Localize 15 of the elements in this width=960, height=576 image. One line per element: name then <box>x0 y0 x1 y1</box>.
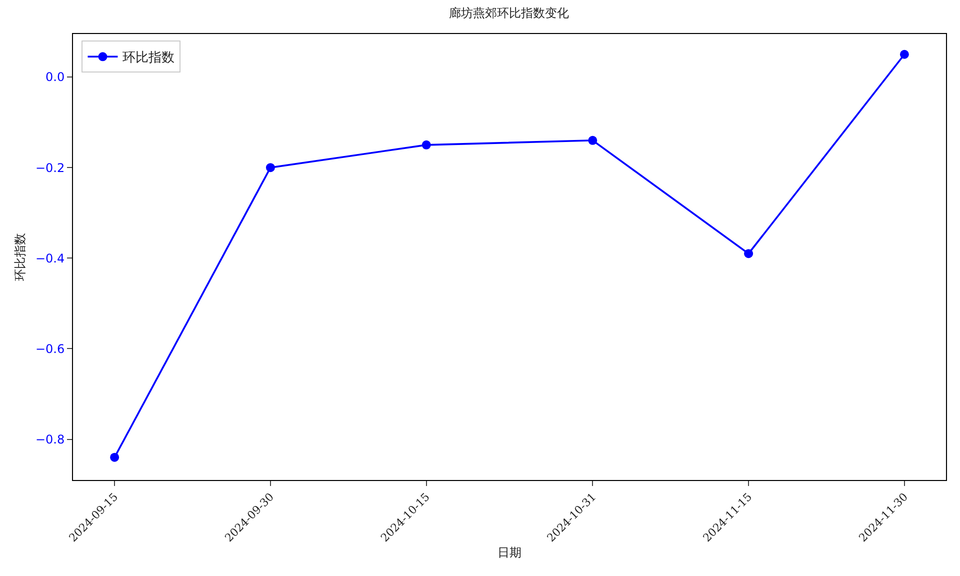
point <box>266 163 275 172</box>
point <box>422 140 431 150</box>
y-tick-label: −0.2 <box>35 160 65 175</box>
point <box>110 452 120 462</box>
point <box>588 136 598 145</box>
y-tick-label: −0.4 <box>35 251 65 266</box>
chart-title: 廊坊燕郊环比指数变化 <box>448 6 569 20</box>
legend-label: 环比指数 <box>122 50 175 66</box>
x-axis-title: 日期 <box>498 545 522 560</box>
y-tick-label: −0.8 <box>35 432 65 446</box>
point <box>900 50 909 59</box>
y-axis-title: 环比指数 <box>12 233 27 281</box>
y-tick-label: 0.0 <box>46 70 65 84</box>
point <box>744 249 754 258</box>
y-tick-label: −0.6 <box>35 342 65 356</box>
